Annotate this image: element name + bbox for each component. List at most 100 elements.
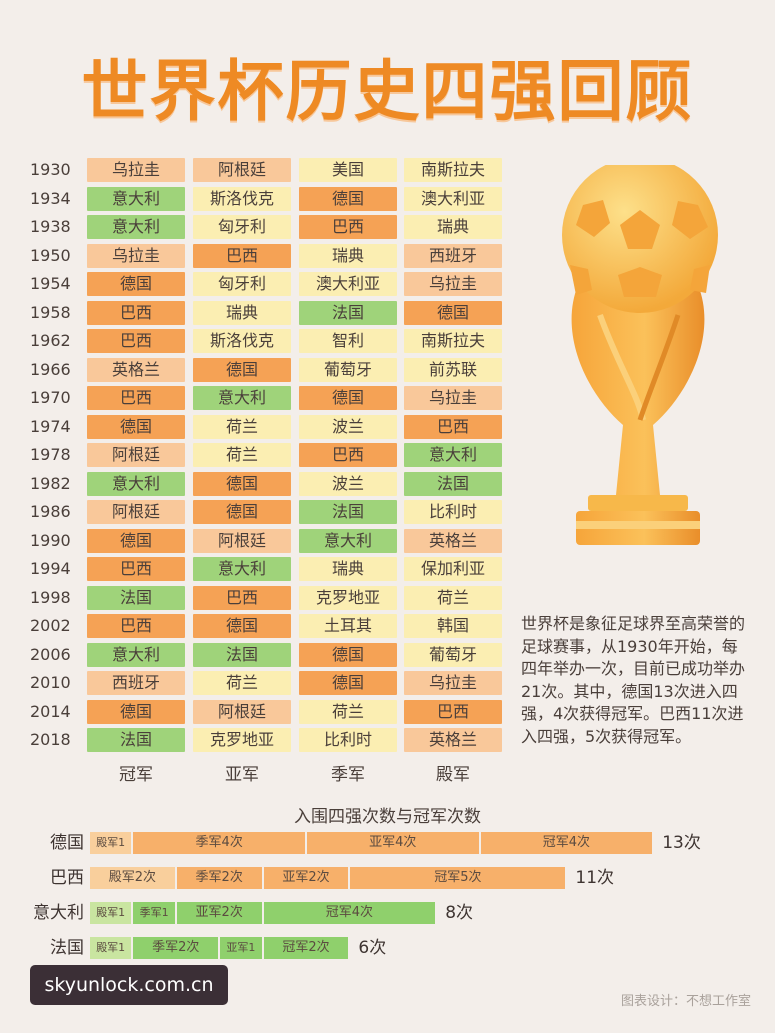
team-cell: 德国	[299, 186, 397, 211]
team-cell: 意大利	[87, 471, 185, 496]
year-label: 1938	[30, 217, 71, 236]
page-title: 世界杯历史四强回顾	[81, 53, 694, 130]
team-cell: 巴西	[87, 329, 185, 353]
bar-category-label: 德国	[50, 833, 84, 853]
bar-total-label: 8次	[445, 903, 474, 923]
team-cell: 美国	[299, 158, 397, 182]
bar-segment: 殿军1	[90, 902, 134, 924]
year-label: 1982	[30, 473, 71, 493]
year-label: 2006	[30, 644, 71, 664]
team-cell: 意大利	[193, 386, 291, 410]
team-cell: 意大利	[193, 557, 291, 581]
team-cell: 葡萄牙	[404, 642, 502, 667]
year-label: 1994	[30, 559, 71, 578]
year-label: 2018	[30, 730, 71, 749]
team-cell: 德国	[299, 642, 397, 667]
team-cell: 斯洛伐克	[193, 329, 291, 353]
team-cell: 英格兰	[404, 528, 502, 553]
trophy-icon	[562, 165, 718, 545]
column-label-third: 季军	[331, 765, 365, 785]
team-cell: 法国	[404, 471, 502, 496]
team-cell: 阿根廷	[87, 500, 185, 524]
team-cell: 法国	[87, 728, 185, 752]
team-cell: 阿根廷	[87, 443, 185, 467]
team-cell: 荷兰	[193, 414, 291, 439]
year-label: 1978	[30, 445, 71, 464]
team-cell: 澳大利亚	[404, 186, 502, 211]
team-cell: 瑞典	[299, 557, 397, 581]
team-cell: 巴西	[87, 300, 185, 325]
year-label: 1958	[30, 302, 71, 322]
team-cell: 波兰	[299, 414, 397, 439]
team-cell: 乌拉圭	[404, 386, 502, 410]
bar-segment: 季军2次	[176, 867, 264, 889]
team-cell: 匈牙利	[193, 272, 291, 296]
team-cell: 土耳其	[299, 614, 397, 638]
team-cell: 意大利	[87, 642, 185, 667]
team-cell: 保加利亚	[404, 557, 502, 581]
team-cell: 德国	[193, 471, 291, 496]
team-cell: 德国	[87, 699, 185, 724]
team-cell: 澳大利亚	[299, 272, 397, 296]
year-label: 1974	[30, 416, 71, 436]
year-label: 1934	[30, 188, 71, 208]
team-cell: 法国	[299, 300, 397, 325]
team-cell: 前苏联	[404, 357, 502, 382]
team-cell: 西班牙	[404, 243, 502, 268]
bar-segment: 冠军2次	[263, 937, 351, 959]
team-cell: 德国	[193, 500, 291, 524]
team-cell: 阿根廷	[193, 158, 291, 182]
description-text: 世界杯是象征足球界至高荣誉的足球赛事，从1930年开始，每四年举办一次，目前已成…	[521, 614, 746, 746]
team-cell: 巴西	[404, 414, 502, 439]
year-label: 1990	[30, 530, 71, 550]
team-cell: 巴西	[404, 699, 502, 724]
year-label: 1966	[30, 359, 71, 379]
team-cell: 乌拉圭	[87, 158, 185, 182]
team-cell: 智利	[299, 329, 397, 353]
team-cell: 瑞典	[299, 243, 397, 268]
team-cell: 荷兰	[193, 671, 291, 695]
bar-total-label: 6次	[358, 938, 387, 958]
team-cell: 意大利	[299, 528, 397, 553]
team-cell: 意大利	[87, 186, 185, 211]
year-label: 1998	[30, 587, 71, 607]
team-cell: 巴西	[193, 585, 291, 610]
team-cell: 南斯拉夫	[404, 329, 502, 353]
team-cell: 法国	[87, 585, 185, 610]
year-label: 1986	[30, 502, 71, 521]
bar-segment: 冠军4次	[480, 832, 655, 854]
team-cell: 意大利	[404, 443, 502, 467]
bar-segment: 亚军2次	[263, 867, 351, 889]
year-label: 1954	[30, 274, 71, 293]
team-cell: 德国	[87, 272, 185, 296]
team-cell: 荷兰	[404, 585, 502, 610]
team-cell: 瑞典	[193, 300, 291, 325]
bar-segment: 季军1	[133, 902, 177, 924]
bar-segment: 季军4次	[133, 832, 307, 854]
bar-segment: 冠军4次	[263, 902, 438, 924]
team-cell: 葡萄牙	[299, 357, 397, 382]
team-cell: 斯洛伐克	[193, 186, 291, 211]
team-cell: 乌拉圭	[404, 272, 502, 296]
team-cell: 英格兰	[87, 357, 185, 382]
team-cell: 乌拉圭	[404, 671, 502, 695]
team-cell: 克罗地亚	[193, 728, 291, 752]
column-label-champion: 冠军	[119, 765, 153, 785]
team-cell: 德国	[87, 528, 185, 553]
team-cell: 法国	[193, 642, 291, 667]
watermark: skyunlock.com.cn	[30, 965, 228, 1005]
team-cell: 巴西	[87, 557, 185, 581]
bar-segment: 冠军5次	[350, 867, 568, 889]
team-cell: 德国	[193, 614, 291, 638]
bar-segment: 亚军1	[220, 937, 264, 959]
team-cell: 比利时	[404, 500, 502, 524]
team-cell: 德国	[299, 386, 397, 410]
year-label: 1950	[30, 245, 71, 265]
bar-segment: 殿军2次	[90, 867, 177, 889]
team-cell: 法国	[299, 500, 397, 524]
team-cell: 德国	[299, 671, 397, 695]
team-cell: 巴西	[299, 215, 397, 239]
team-cell: 匈牙利	[193, 215, 291, 239]
team-cell: 德国	[193, 357, 291, 382]
credit-text: 图表设计：不想工作室	[620, 994, 751, 1009]
